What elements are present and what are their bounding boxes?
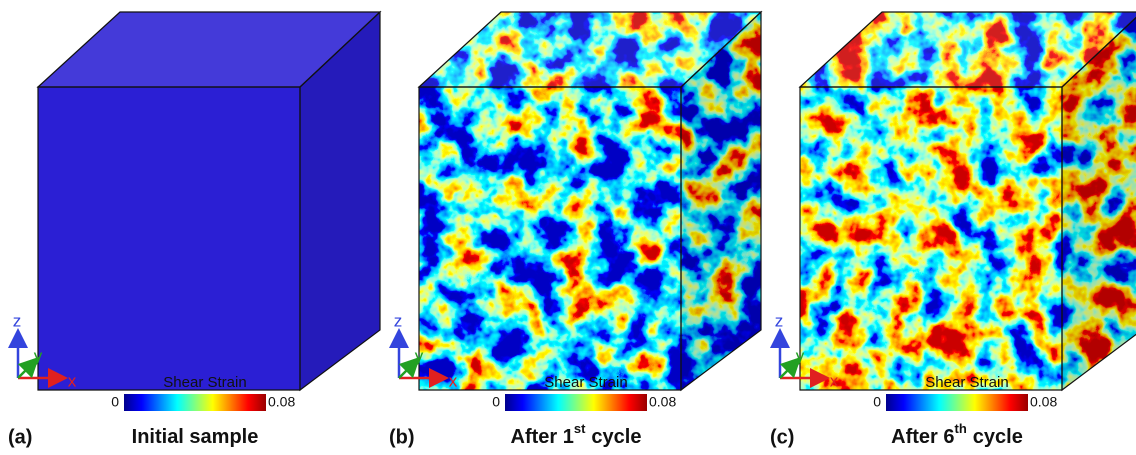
colorbar-max: 0.08 xyxy=(268,394,295,410)
colorbar-max: 0.08 xyxy=(1030,394,1057,410)
cube xyxy=(800,12,1136,390)
cube xyxy=(419,12,761,390)
cube-right xyxy=(1062,17,1136,390)
axis-label: z xyxy=(13,311,22,330)
panel: zy x Shear Strain 0 0.08 (b) After 1st cycle xyxy=(389,10,763,448)
cube xyxy=(38,12,380,390)
panel-caption: After 1st cycle xyxy=(511,421,642,448)
cube-right xyxy=(681,12,761,390)
colorbar-title: Shear Strain xyxy=(925,374,1008,391)
caption-text: cycle xyxy=(973,426,1023,448)
axis-label: y xyxy=(34,346,43,365)
colorbar-min: 0 xyxy=(492,394,500,410)
cube-right xyxy=(300,12,380,390)
caption-superscript: st xyxy=(574,421,586,436)
axis-label: y xyxy=(796,346,805,365)
caption-text: Initial sample xyxy=(132,426,259,448)
caption-text: After 6 xyxy=(891,426,954,448)
colorbar-min: 0 xyxy=(873,394,881,410)
axis-label: y xyxy=(415,346,424,365)
axis-label: z xyxy=(775,311,784,330)
axis-label: x xyxy=(68,371,77,390)
caption-text: cycle xyxy=(591,426,641,448)
colorbar-title: Shear Strain xyxy=(163,374,246,391)
panel: zy x Shear Strain 0 0.08 (a) Initial sample xyxy=(8,10,382,448)
axis-label: x xyxy=(449,371,458,390)
panel-caption: Initial sample xyxy=(132,426,259,448)
axis-arrow xyxy=(17,356,40,379)
panel: zy x Shear Strain 0 0.08 (c) After 6th cycle xyxy=(770,11,1136,448)
axis-arrow xyxy=(779,356,802,379)
axis-arrow xyxy=(398,356,421,379)
caption-superscript: th xyxy=(955,421,967,436)
panel-caption: After 6th cycle xyxy=(891,421,1023,448)
caption-text: After 1 xyxy=(511,426,574,448)
cube-edge xyxy=(1061,16,1136,392)
colorbar-max: 0.08 xyxy=(649,394,676,410)
cube-edge xyxy=(798,11,1136,88)
colorbar xyxy=(124,394,266,411)
panel-label: (a) xyxy=(8,426,32,448)
cube-top xyxy=(419,12,761,87)
colorbar-min: 0 xyxy=(111,394,119,410)
panel-label: (c) xyxy=(770,426,794,448)
cube-top xyxy=(38,12,380,87)
cube-top xyxy=(800,12,1136,87)
colorbar xyxy=(886,394,1028,411)
cube-edge xyxy=(299,10,381,392)
cube-edge xyxy=(680,10,762,392)
axis-label: x xyxy=(830,371,839,390)
axis-label: z xyxy=(394,311,403,330)
colorbar xyxy=(505,394,647,411)
colorbar-title: Shear Strain xyxy=(544,374,627,391)
panel-label: (b) xyxy=(389,426,415,448)
